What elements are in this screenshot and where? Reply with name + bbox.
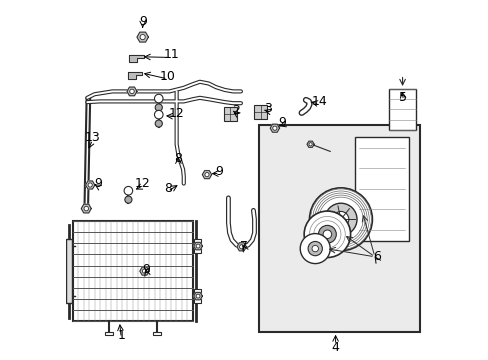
Circle shape: [324, 203, 356, 235]
Text: 2: 2: [231, 104, 239, 117]
Bar: [152, 332, 161, 336]
Text: 9: 9: [139, 14, 146, 27]
Circle shape: [155, 104, 162, 111]
Circle shape: [124, 186, 132, 195]
Text: 12: 12: [135, 177, 150, 190]
Circle shape: [311, 246, 318, 252]
Circle shape: [129, 89, 134, 94]
Circle shape: [196, 294, 200, 298]
Circle shape: [308, 143, 311, 146]
Circle shape: [309, 188, 372, 251]
Text: 11: 11: [163, 49, 179, 62]
Text: 6: 6: [372, 250, 380, 263]
Text: 9: 9: [94, 177, 102, 190]
Polygon shape: [237, 243, 246, 251]
Polygon shape: [127, 87, 137, 96]
Circle shape: [154, 94, 163, 103]
Circle shape: [88, 183, 92, 187]
Text: 14: 14: [311, 95, 327, 108]
Text: 10: 10: [160, 70, 175, 83]
Polygon shape: [81, 204, 91, 213]
Text: 4: 4: [331, 341, 339, 354]
Bar: [194, 289, 201, 303]
Circle shape: [318, 225, 336, 243]
Circle shape: [304, 211, 350, 257]
Text: 9: 9: [215, 165, 223, 177]
Polygon shape: [129, 55, 143, 62]
Text: 5: 5: [399, 91, 407, 104]
Circle shape: [155, 120, 162, 127]
Text: 13: 13: [84, 131, 101, 144]
Text: 3: 3: [263, 102, 271, 115]
Polygon shape: [73, 221, 192, 321]
Bar: [194, 239, 201, 253]
Bar: [224, 107, 236, 121]
Bar: [104, 332, 113, 336]
Text: 1: 1: [117, 329, 125, 342]
Circle shape: [204, 172, 209, 177]
Circle shape: [84, 206, 88, 211]
Polygon shape: [193, 242, 202, 250]
Polygon shape: [202, 171, 211, 179]
Circle shape: [239, 245, 243, 249]
Text: 7: 7: [240, 240, 248, 253]
Polygon shape: [270, 124, 279, 132]
Circle shape: [140, 35, 145, 40]
Circle shape: [142, 269, 146, 273]
Circle shape: [154, 111, 163, 119]
Circle shape: [196, 244, 200, 248]
Bar: [354, 137, 408, 241]
Bar: [254, 105, 266, 119]
Polygon shape: [127, 72, 142, 79]
Polygon shape: [137, 32, 148, 42]
Circle shape: [300, 234, 329, 264]
Text: 8: 8: [174, 152, 182, 165]
Circle shape: [272, 126, 276, 130]
Text: 8: 8: [163, 183, 171, 195]
Circle shape: [323, 230, 331, 239]
Bar: [258, 125, 419, 332]
Circle shape: [307, 242, 322, 256]
Polygon shape: [140, 267, 149, 275]
Bar: [388, 89, 415, 130]
Polygon shape: [66, 239, 71, 303]
Polygon shape: [85, 181, 95, 189]
Circle shape: [332, 211, 348, 227]
Polygon shape: [306, 141, 313, 147]
Polygon shape: [193, 292, 202, 300]
Text: 12: 12: [168, 107, 184, 120]
Text: 9: 9: [142, 263, 150, 276]
Text: 9: 9: [278, 116, 285, 129]
Circle shape: [124, 196, 132, 203]
